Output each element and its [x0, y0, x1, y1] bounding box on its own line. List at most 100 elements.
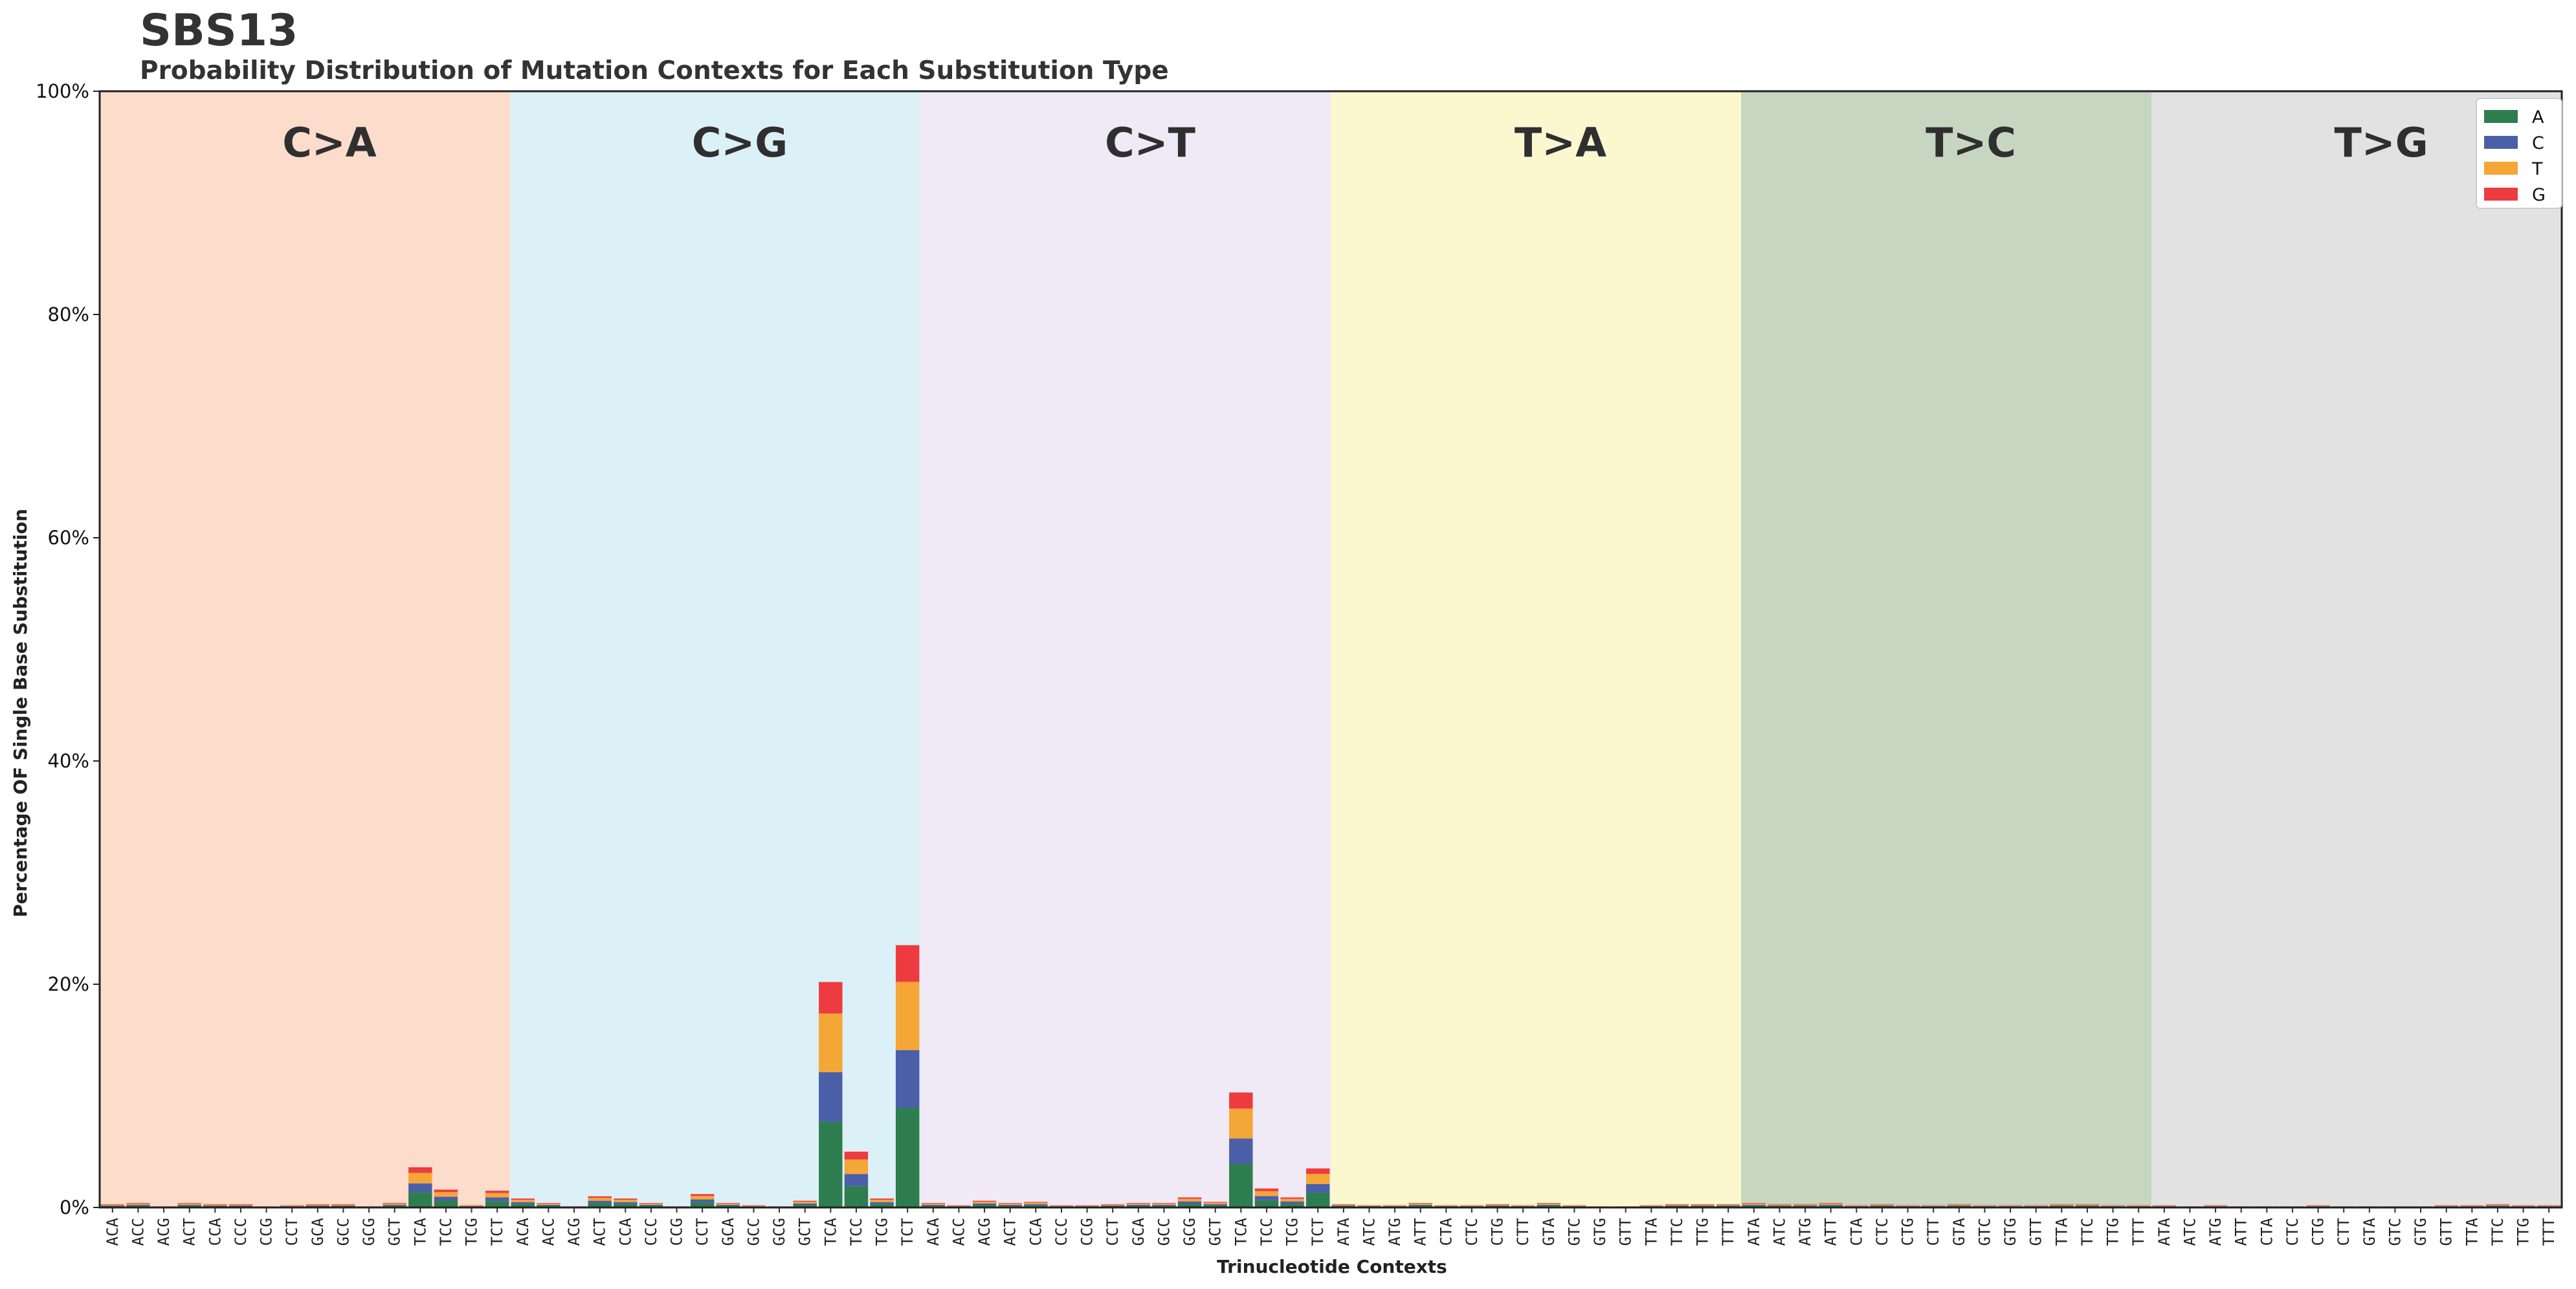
x-tick-label: CTC	[1873, 1218, 1891, 1246]
bar-segment-g	[1819, 1203, 1843, 1204]
bar-segment-g	[305, 1204, 330, 1205]
bar-segment-t	[1254, 1191, 1279, 1196]
x-tick-label: CCA	[616, 1217, 634, 1246]
bar-segment-t	[614, 1200, 638, 1202]
bar-segment-g	[1408, 1203, 1432, 1204]
x-tick-label: CCT	[283, 1218, 301, 1246]
bar-segment-g	[1305, 1168, 1330, 1174]
group-label: C>T	[1105, 119, 1195, 166]
bar-segment-t	[100, 1204, 125, 1206]
x-tick-label: GCA	[719, 1217, 737, 1246]
x-tick-label: GCA	[309, 1217, 327, 1246]
x-tick-label: ACT	[181, 1218, 199, 1246]
bar-segment-g	[1691, 1204, 1715, 1205]
bar-segment-c	[511, 1202, 535, 1204]
bar-segment-g	[1665, 1204, 1689, 1205]
bar-segment-a	[819, 1121, 843, 1207]
bar-segment-a	[1254, 1200, 1279, 1207]
bar-segment-c	[1819, 1204, 1843, 1206]
x-tick-label: ACC	[539, 1218, 557, 1246]
bar-segment-a	[485, 1201, 509, 1207]
bar-segment-t	[690, 1196, 715, 1200]
bar-segment-g	[639, 1203, 663, 1204]
bar-segment-g	[1331, 1204, 1356, 1205]
bar-segment-g	[998, 1203, 1022, 1204]
x-tick-label: ATC	[1360, 1218, 1378, 1246]
x-tick-label: GTG	[2412, 1218, 2430, 1246]
bar-segment-a	[1024, 1205, 1048, 1207]
x-tick-label: GCG	[1181, 1218, 1199, 1246]
bar	[1305, 1168, 1330, 1207]
x-tick-label: CCC	[1052, 1218, 1071, 1246]
bar-segment-a	[870, 1204, 894, 1207]
bar	[1229, 1092, 1253, 1207]
bar-segment-c	[2126, 1206, 2151, 1207]
x-tick-label: ACT	[1001, 1218, 1019, 1246]
bar-segment-c	[588, 1200, 612, 1204]
bar-segment-c	[2460, 1206, 2484, 1207]
bar-segment-c	[1305, 1184, 1330, 1193]
bar-segment-t	[1203, 1202, 1227, 1204]
x-tick-label: TTG	[1694, 1218, 1712, 1246]
bar-segment-a	[793, 1205, 817, 1207]
x-tick-label: ACT	[591, 1218, 609, 1246]
bar-segment-c	[537, 1204, 561, 1206]
x-tick-label: CTA	[1847, 1217, 1865, 1246]
legend-entry: G	[2532, 185, 2546, 205]
bar-segment-g	[1100, 1204, 1125, 1205]
bar-segment-t	[126, 1204, 150, 1205]
group-bg-t-g	[2151, 91, 2562, 1207]
bar-segment-g	[485, 1191, 509, 1193]
x-tick-label: CCT	[1104, 1218, 1122, 1246]
bar-segment-c	[1152, 1204, 1176, 1206]
x-tick-label: TCG	[463, 1218, 481, 1246]
bar-segment-g	[1537, 1203, 1561, 1204]
bar-segment-t	[716, 1204, 740, 1205]
group-label: T>A	[1515, 119, 1606, 166]
bar-segment-t	[895, 982, 920, 1050]
bar	[972, 1200, 997, 1207]
bar-segment-a	[588, 1203, 612, 1207]
x-tick-label: ACG	[155, 1218, 173, 1246]
x-tick-label: ATA	[1745, 1217, 1763, 1246]
bar-segment-t	[537, 1204, 561, 1205]
bar-segment-t	[485, 1193, 509, 1198]
bar-segment-g	[1152, 1203, 1176, 1204]
x-tick-label: ACC	[129, 1218, 147, 1246]
bar-segment-t	[1177, 1198, 1202, 1202]
x-tick-label: GTC	[1975, 1218, 1993, 1246]
bar-segment-t	[2485, 1204, 2510, 1206]
bar-segment-t	[177, 1204, 201, 1205]
bar-segment-g	[972, 1200, 997, 1202]
bar-segment-t	[1793, 1204, 1817, 1206]
x-tick-label: CTC	[2283, 1218, 2302, 1246]
x-tick-label: ACG	[975, 1218, 994, 1246]
x-tick-label: GCC	[1155, 1218, 1173, 1246]
bar-segment-c	[1921, 1206, 1946, 1207]
bar-segment-t	[588, 1198, 612, 1201]
bar-segment-c	[2434, 1206, 2458, 1207]
bar-segment-c	[690, 1199, 715, 1203]
legend-entry: A	[2532, 107, 2544, 127]
bar-segment-c	[1845, 1206, 1869, 1207]
bar-segment-t	[434, 1192, 458, 1197]
x-tick-label: TCG	[873, 1218, 891, 1246]
chart-title: SBS13	[140, 5, 298, 56]
bar-segment-c	[742, 1206, 766, 1207]
y-ticks: 0% 20% 40% 60% 80% 100%	[36, 80, 100, 1218]
x-tick-label: GCC	[334, 1218, 352, 1246]
bar-segment-t	[2075, 1204, 2100, 1206]
group-label: C>A	[282, 119, 376, 166]
x-tick-label: TTA	[2463, 1217, 2481, 1246]
x-tick-label: GCA	[1129, 1217, 1148, 1246]
bar-segment-g	[228, 1204, 253, 1205]
bar-segment-g	[793, 1200, 817, 1202]
x-tick-label: CTC	[1463, 1218, 1481, 1246]
bar-segment-g	[870, 1198, 894, 1200]
bar-segment-t	[305, 1204, 330, 1206]
bar	[895, 945, 920, 1207]
bar-segment-t	[383, 1204, 406, 1205]
bar-segment-g	[844, 1151, 869, 1160]
bar	[690, 1194, 715, 1207]
